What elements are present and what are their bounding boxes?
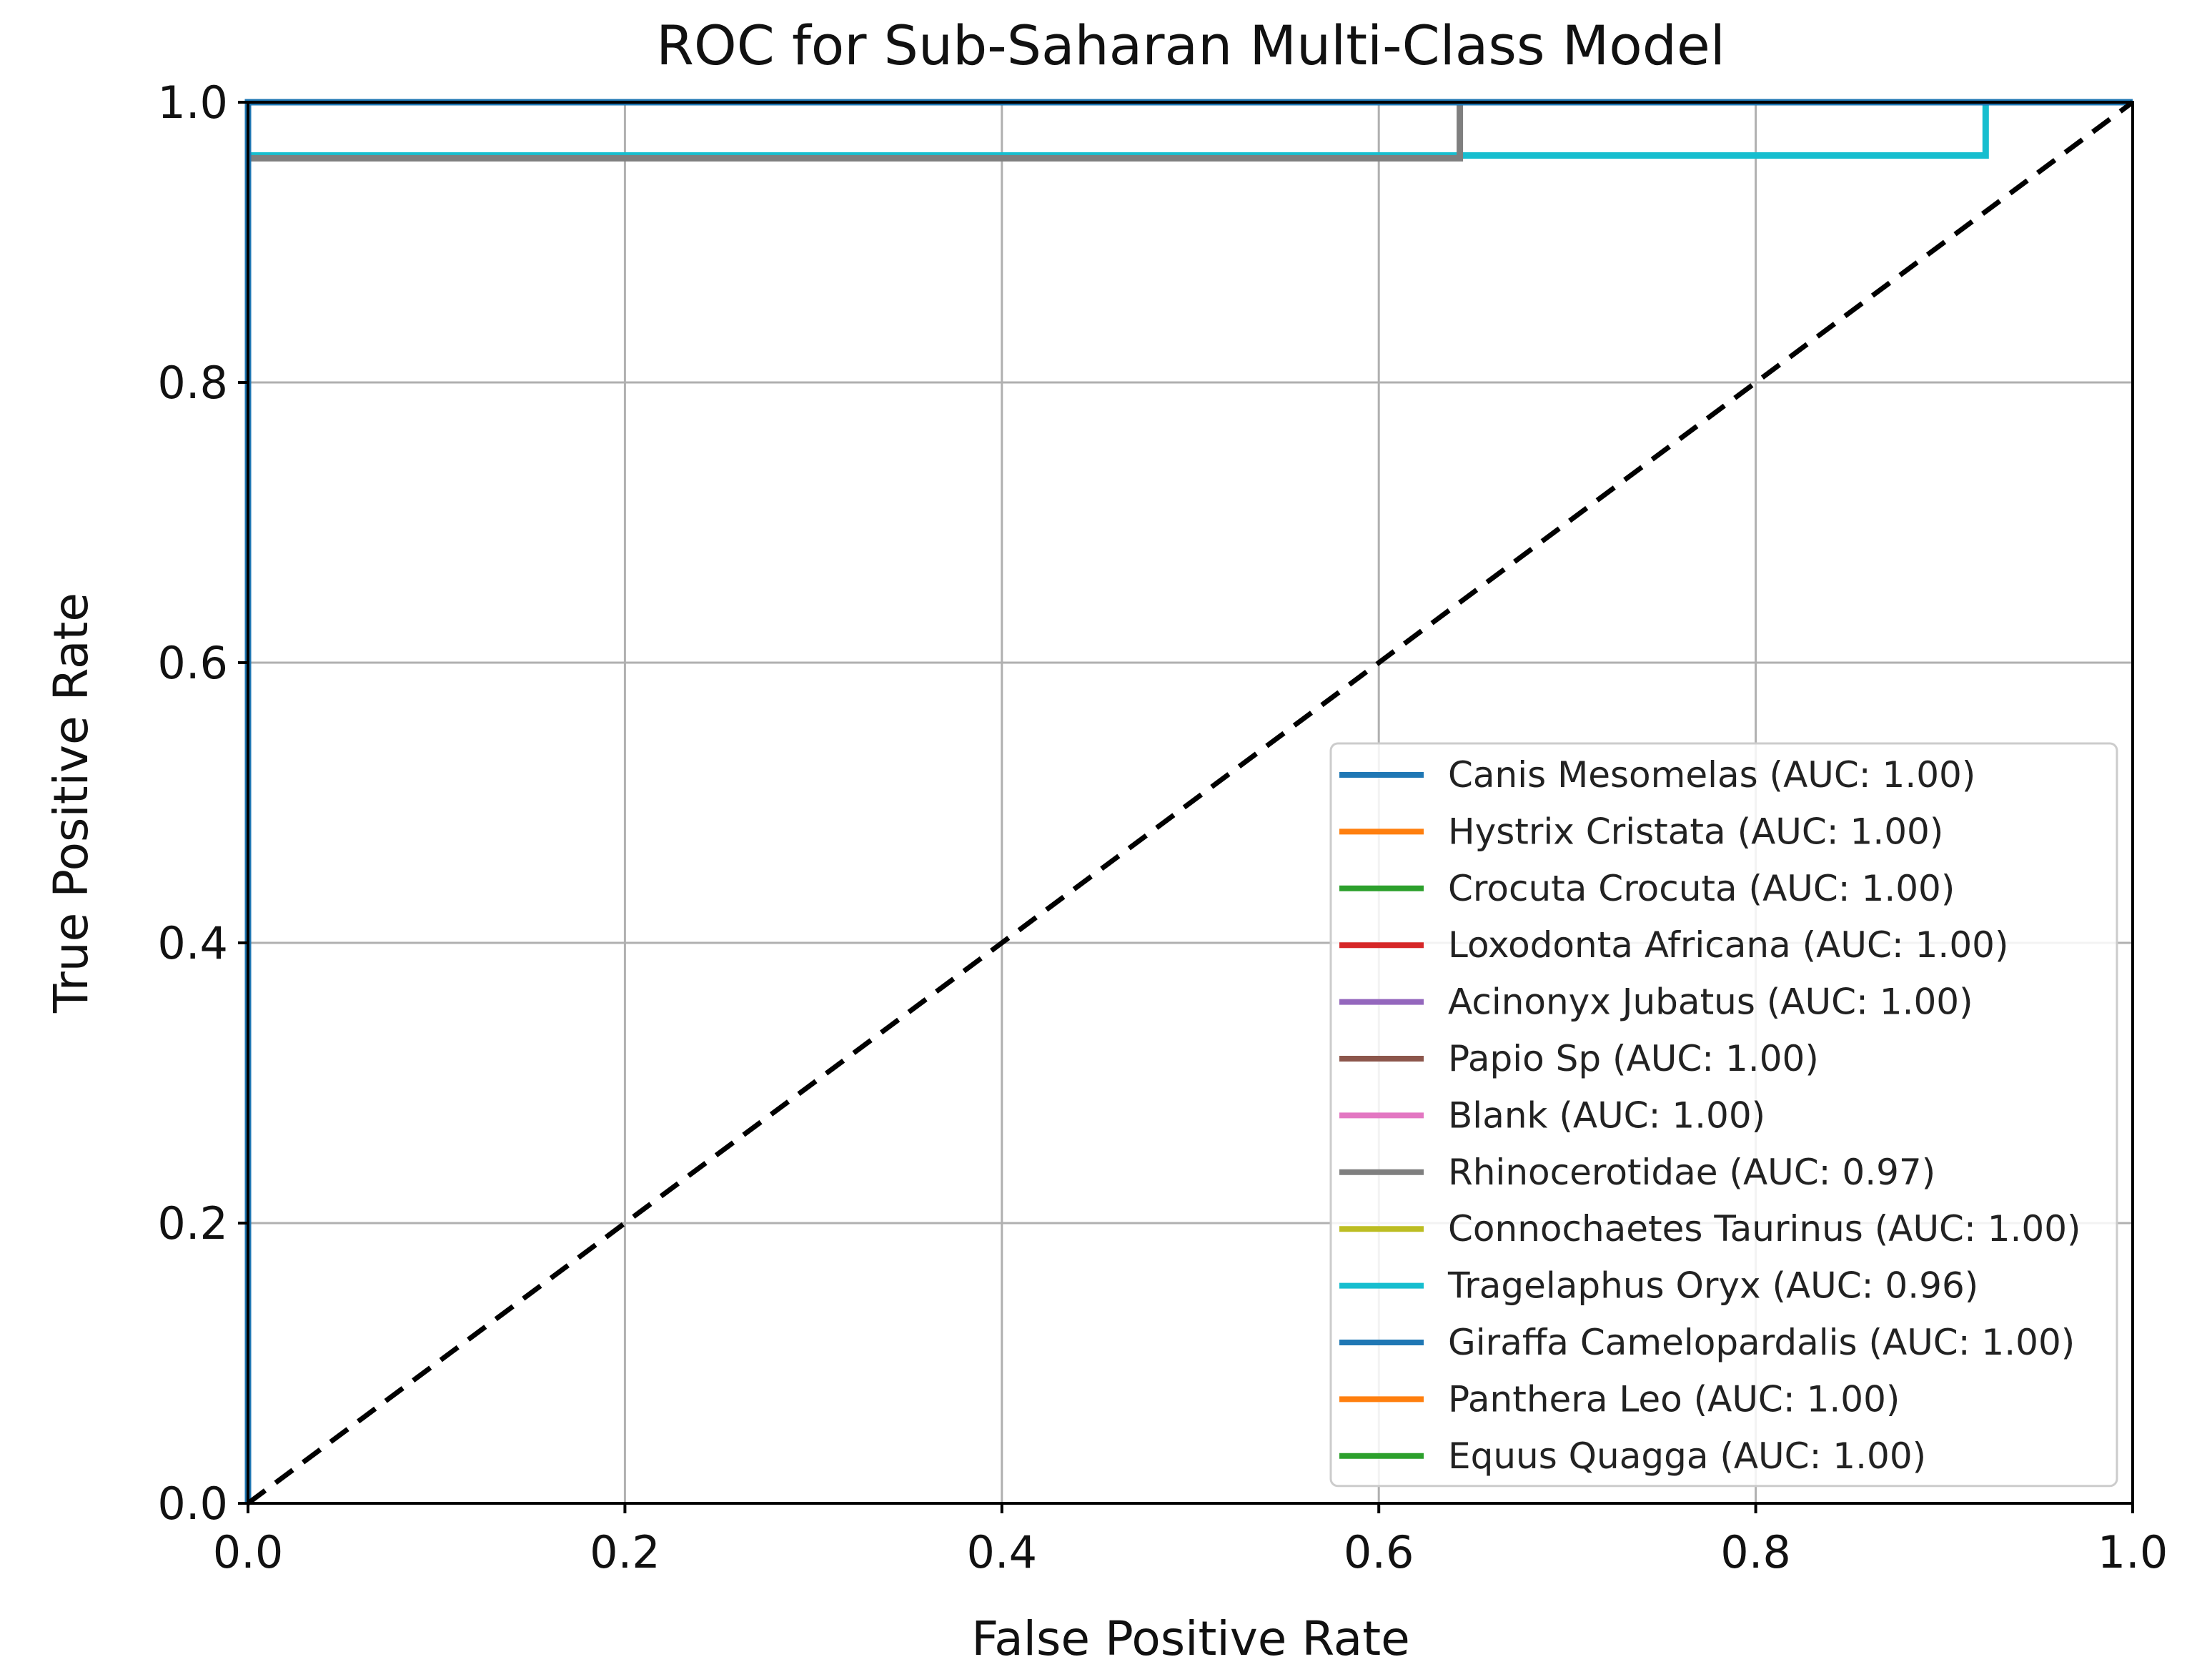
x-tick-label-4: 0.8 xyxy=(1720,1526,1791,1578)
legend-label-0: Canis Mesomelas (AUC: 1.00) xyxy=(1448,754,1975,796)
y-tick-label-0: 0.0 xyxy=(157,1478,228,1530)
legend-label-12: Equus Quagga (AUC: 1.00) xyxy=(1448,1435,1926,1477)
y-tick-label-3: 0.6 xyxy=(157,637,228,689)
y-tick-label-1: 0.2 xyxy=(157,1197,228,1250)
x-tick-label-1: 0.2 xyxy=(590,1526,660,1578)
chart-title: ROC for Sub-Saharan Multi-Class Model xyxy=(656,14,1725,77)
legend: Canis Mesomelas (AUC: 1.00) Hystrix Crist… xyxy=(1329,742,2118,1488)
legend-label-6: Blank (AUC: 1.00) xyxy=(1448,1094,1765,1136)
y-tick-label-5: 1.0 xyxy=(157,76,228,129)
x-tick-label-5: 1.0 xyxy=(2098,1526,2168,1578)
legend-label-7: Rhinocerotidae (AUC: 0.97) xyxy=(1448,1152,1935,1193)
y-tick-label-2: 0.4 xyxy=(157,917,228,969)
legend-label-5: Papio Sp (AUC: 1.00) xyxy=(1448,1038,1819,1079)
x-tick-label-0: 0.0 xyxy=(213,1526,284,1578)
legend-label-11: Panthera Leo (AUC: 1.00) xyxy=(1448,1378,1900,1420)
legend-label-8: Connochaetes Taurinus (AUC: 1.00) xyxy=(1448,1208,2081,1250)
y-tick-label-4: 0.8 xyxy=(157,357,228,409)
legend-box xyxy=(1329,742,2118,1488)
plot-frame xyxy=(247,101,2134,1505)
legend-label-2: Crocuta Crocuta (AUC: 1.00) xyxy=(1448,868,1955,909)
y-axis-label: True Positive Rate xyxy=(44,593,99,1014)
legend-label-4: Acinonyx Jubatus (AUC: 1.00) xyxy=(1448,981,1973,1023)
x-tick-label-3: 0.6 xyxy=(1344,1526,1414,1578)
axis-ticks: 0.0 0.2 0.4 0.6 0.8 1.0 0.0 0.2 0.4 0.6 0.8 1.0 xyxy=(157,76,2168,1578)
legend-label-10: Giraffa Camelopardalis (AUC: 1.00) xyxy=(1448,1322,2075,1363)
chance-line xyxy=(246,100,2135,1505)
x-axis-label: False Positive Rate xyxy=(971,1611,1409,1666)
chance-line-group xyxy=(246,100,2135,1505)
legend-label-9: Tragelaphus Oryx (AUC: 0.96) xyxy=(1447,1265,1978,1307)
grid-lines xyxy=(247,101,2134,1505)
legend-label-1: Hystrix Cristata (AUC: 1.00) xyxy=(1448,811,1943,852)
x-tick-label-2: 0.4 xyxy=(966,1526,1037,1578)
legend-label-3: Loxodonta Africana (AUC: 1.00) xyxy=(1448,924,2008,966)
